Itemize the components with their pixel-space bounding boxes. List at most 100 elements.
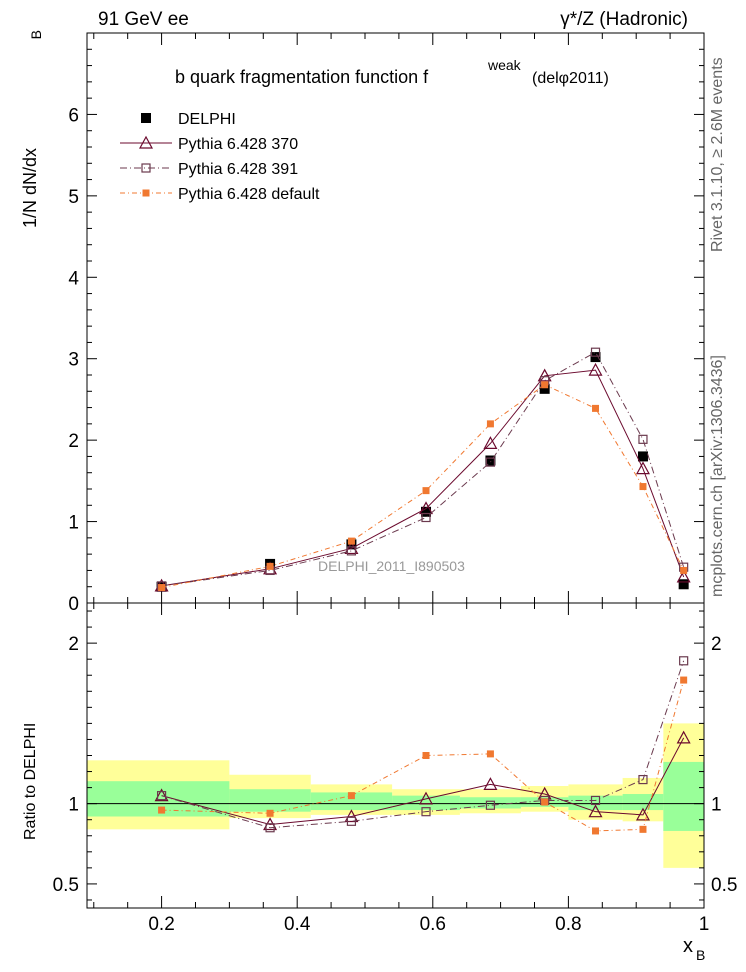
main-point-pythia-6-428-default	[158, 584, 166, 592]
ratio-y-axis-label: Ratio to DELPHI	[22, 723, 39, 840]
watermark-text: DELPHI_2011_I890503	[318, 558, 465, 574]
ratio-point-pythia-6-428-default	[347, 792, 355, 800]
legend-label-pythia-6-428-default: Pythia 6.428 default	[178, 186, 320, 203]
main-point-pythia-6-428-default	[486, 420, 494, 428]
main-point-pythia-6-428-391	[421, 512, 431, 523]
ratio-y-tick-label-right: 2	[711, 634, 722, 655]
main-point-pythia-6-428-370	[588, 362, 603, 376]
main-point-pythia-6-428-391	[638, 434, 648, 444]
main-point-pythia-6-428-391	[590, 347, 601, 357]
legend-marker-pythia-6-428-370	[138, 135, 154, 149]
ratio-point-pythia-6-428-391	[485, 800, 496, 810]
ratio-point-pythia-6-428-default	[422, 752, 430, 759]
ratio-point-pythia-6-428-370	[419, 791, 434, 805]
ratio-x-axis-label: x	[683, 935, 693, 957]
ratio-line-pythia-6-428-391	[161, 660, 685, 829]
main-point-delphi	[421, 506, 432, 517]
side-text-top: Rivet 3.1.10, ≥ 2.6M events	[709, 57, 726, 252]
main-point-pythia-6-428-370	[635, 461, 650, 475]
main-point-delphi	[539, 383, 550, 394]
legend-marker-pythia-6-428-default	[142, 189, 150, 197]
main-line-pythia-6-428-391	[161, 351, 685, 587]
main-point-pythia-6-428-default	[266, 562, 274, 570]
ratio-point-pythia-6-428-370	[154, 788, 169, 802]
ratio-plot-frame	[86, 602, 705, 909]
ratio-point-pythia-6-428-391	[638, 774, 648, 785]
legend-label-delphi: DELPHI	[178, 111, 236, 128]
ratio-point-pythia-6-428-default	[266, 809, 274, 817]
main-point-pythia-6-428-default	[592, 404, 600, 412]
main-point-delphi	[678, 579, 689, 590]
ratio-point-pythia-6-428-370	[676, 730, 691, 744]
ratio-point-pythia-6-428-370	[635, 807, 650, 821]
main-y-tick-label: 1	[68, 513, 79, 534]
ratio-x-tick-label: 1	[699, 914, 710, 935]
ratio-band-green	[392, 795, 460, 811]
main-y-tick-label: 2	[68, 431, 79, 452]
legend-marker-pythia-6-428-391	[141, 163, 151, 173]
ratio-point-pythia-6-428-default	[486, 750, 494, 758]
side-text-bottom: mcplots.cern.ch [arXiv:1306.3436]	[709, 355, 726, 597]
ratio-y-tick-label-right: 1	[711, 795, 722, 816]
legend-label-pythia-6-428-370: Pythia 6.428 370	[178, 136, 298, 153]
ratio-band-green	[622, 794, 664, 811]
ratio-x-tick-label: 0.2	[148, 914, 174, 935]
main-y-tick-label: 5	[68, 187, 79, 208]
ratio-point-pythia-6-428-391	[590, 795, 601, 806]
main-point-pythia-6-428-default	[639, 483, 647, 491]
svg-text:1/N dN/dx: 1/N dN/dx	[20, 148, 40, 228]
main-y-tick-label: 4	[68, 268, 79, 289]
main-y-tick-label: 0	[68, 594, 79, 615]
ratio-band-green	[310, 792, 393, 811]
ratio-point-pythia-6-428-370	[483, 777, 498, 790]
main-plot-title-superscript: weak	[487, 57, 522, 73]
ratio-point-pythia-6-428-default	[680, 676, 688, 684]
ratio-point-pythia-6-428-default	[639, 825, 647, 833]
legend: DELPHI Pythia 6.428 370 Pythia 6.428 391 Py…	[120, 111, 320, 203]
ratio-x-tick-label: 0.6	[420, 914, 446, 935]
header-left: 91 GeV ee	[98, 9, 189, 30]
ratio-plot-panel: Ratio to DELPHI x B 0.2 0.4 0.6 0.8 10.5 0.51…	[22, 602, 737, 963]
ratio-point-pythia-6-428-default	[592, 827, 600, 835]
main-point-pythia-6-428-370	[483, 436, 498, 449]
main-point-pythia-6-428-370	[537, 368, 552, 382]
main-point-pythia-6-428-default	[680, 566, 688, 574]
header-right: γ*/Z (Hadronic)	[560, 9, 688, 30]
main-point-delphi	[637, 451, 648, 462]
ratio-band-green	[568, 795, 623, 811]
main-point-pythia-6-428-370	[676, 569, 691, 583]
main-plot-title-suffix: (delφ2011)	[532, 70, 609, 87]
ratio-band-green	[459, 797, 521, 809]
main-point-pythia-6-428-391	[485, 457, 496, 467]
main-point-pythia-6-428-default	[422, 487, 430, 495]
ratio-y-tick-label: 2	[68, 634, 79, 655]
ratio-point-pythia-6-428-391	[156, 791, 167, 801]
main-point-delphi	[590, 352, 601, 363]
main-plot-panel: b quark fragmentation function f weak (d…	[20, 30, 705, 615]
ratio-y-tick-label: 1	[68, 795, 79, 816]
ratio-point-pythia-6-428-default	[158, 806, 166, 814]
main-point-delphi	[485, 455, 496, 466]
ratio-y-tick-label: 0.5	[53, 875, 79, 896]
main-point-pythia-6-428-370	[344, 541, 359, 555]
ratio-x-tick-label: 0.8	[555, 914, 581, 935]
ratio-band-green	[663, 761, 704, 831]
main-y-tick-label: 6	[68, 105, 79, 126]
main-point-pythia-6-428-default	[541, 381, 549, 389]
legend-label-pythia-6-428-391: Pythia 6.428 391	[178, 161, 298, 178]
main-point-pythia-6-428-default	[347, 537, 355, 545]
ratio-point-pythia-6-428-default	[541, 798, 549, 806]
main-y-tick-label: 3	[68, 350, 79, 371]
legend-marker-delphi	[141, 113, 151, 123]
svg-text:B: B	[28, 30, 44, 39]
ratio-point-pythia-6-428-391	[679, 656, 689, 666]
ratio-point-pythia-6-428-370	[588, 804, 603, 818]
main-y-axis-label: 1/N dN/dx B	[20, 30, 44, 228]
ratio-x-axis-label-subscript: B	[696, 947, 705, 963]
ratio-point-pythia-6-428-391	[346, 816, 357, 826]
ratio-y-tick-label-right: 0.5	[711, 875, 737, 896]
main-line-pythia-6-428-370	[161, 369, 685, 587]
ratio-point-pythia-6-428-370	[344, 809, 359, 823]
main-plot-title: b quark fragmentation function f	[175, 67, 429, 87]
